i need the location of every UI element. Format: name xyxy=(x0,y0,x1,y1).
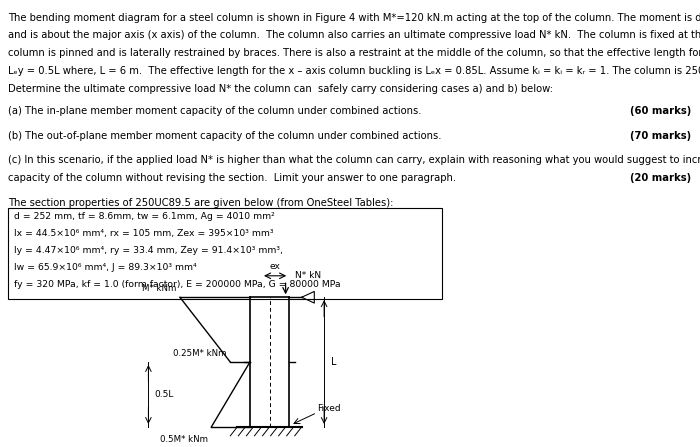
Text: M* kNm: M* kNm xyxy=(142,284,176,293)
Text: Fixed: Fixed xyxy=(317,405,341,413)
Text: Iy = 4.47×10⁶ mm⁴, ry = 33.4 mm, Zey = 91.4×10³ mm³,: Iy = 4.47×10⁶ mm⁴, ry = 33.4 mm, Zey = 9… xyxy=(14,246,283,255)
Text: L: L xyxy=(331,357,337,367)
Text: The section properties of 250UC89.5 are given below (from OneSteel Tables):: The section properties of 250UC89.5 are … xyxy=(8,198,394,208)
Text: (b) The out-of-plane member moment capacity of the column under combined actions: (b) The out-of-plane member moment capac… xyxy=(8,131,442,140)
Text: column is pinned and is laterally restrained by braces. There is also a restrain: column is pinned and is laterally restra… xyxy=(8,48,700,58)
Text: and is about the major axis (x axis) of the column.  The column also carries an : and is about the major axis (x axis) of … xyxy=(8,30,700,40)
Text: N* kN: N* kN xyxy=(295,271,321,280)
Text: (c) In this scenario, if the applied load N* is higher than what the column can : (c) In this scenario, if the applied loa… xyxy=(8,155,700,164)
Text: The bending moment diagram for a steel column is shown in Figure 4 with M*=120 k: The bending moment diagram for a steel c… xyxy=(8,13,700,22)
Text: 0.5M* kNm: 0.5M* kNm xyxy=(160,435,208,444)
Text: (70 marks): (70 marks) xyxy=(631,131,692,140)
Text: 0.5L: 0.5L xyxy=(154,390,174,399)
Text: fy = 320 MPa, kf = 1.0 (form factor), E = 200000 MPa, G = 80000 MPa: fy = 320 MPa, kf = 1.0 (form factor), E … xyxy=(14,280,341,289)
Bar xyxy=(8,208,442,299)
Text: ex: ex xyxy=(270,262,281,271)
Text: d = 252 mm, tf = 8.6mm, tw = 6.1mm, Ag = 4010 mm²: d = 252 mm, tf = 8.6mm, tw = 6.1mm, Ag =… xyxy=(14,212,274,221)
Text: (a) The in-plane member moment capacity of the column under combined actions.: (a) The in-plane member moment capacity … xyxy=(8,106,422,116)
Text: Lₑy = 0.5L where, L = 6 m.  The effective length for the x – axis column bucklin: Lₑy = 0.5L where, L = 6 m. The effective… xyxy=(8,66,700,76)
Text: Iw = 65.9×10⁶ mm⁴, J = 89.3×10³ mm⁴: Iw = 65.9×10⁶ mm⁴, J = 89.3×10³ mm⁴ xyxy=(14,263,197,272)
Text: Ix = 44.5×10⁶ mm⁴, rx = 105 mm, Zex = 395×10³ mm³: Ix = 44.5×10⁶ mm⁴, rx = 105 mm, Zex = 39… xyxy=(14,229,274,238)
Text: 0.25M* kNm: 0.25M* kNm xyxy=(174,350,227,358)
Text: (20 marks): (20 marks) xyxy=(631,173,692,182)
Text: Determine the ultimate compressive load N* the column can  safely carry consider: Determine the ultimate compressive load … xyxy=(8,84,554,94)
Text: (60 marks): (60 marks) xyxy=(631,106,692,116)
Text: capacity of the column without revising the section.  Limit your answer to one p: capacity of the column without revising … xyxy=(8,173,456,182)
